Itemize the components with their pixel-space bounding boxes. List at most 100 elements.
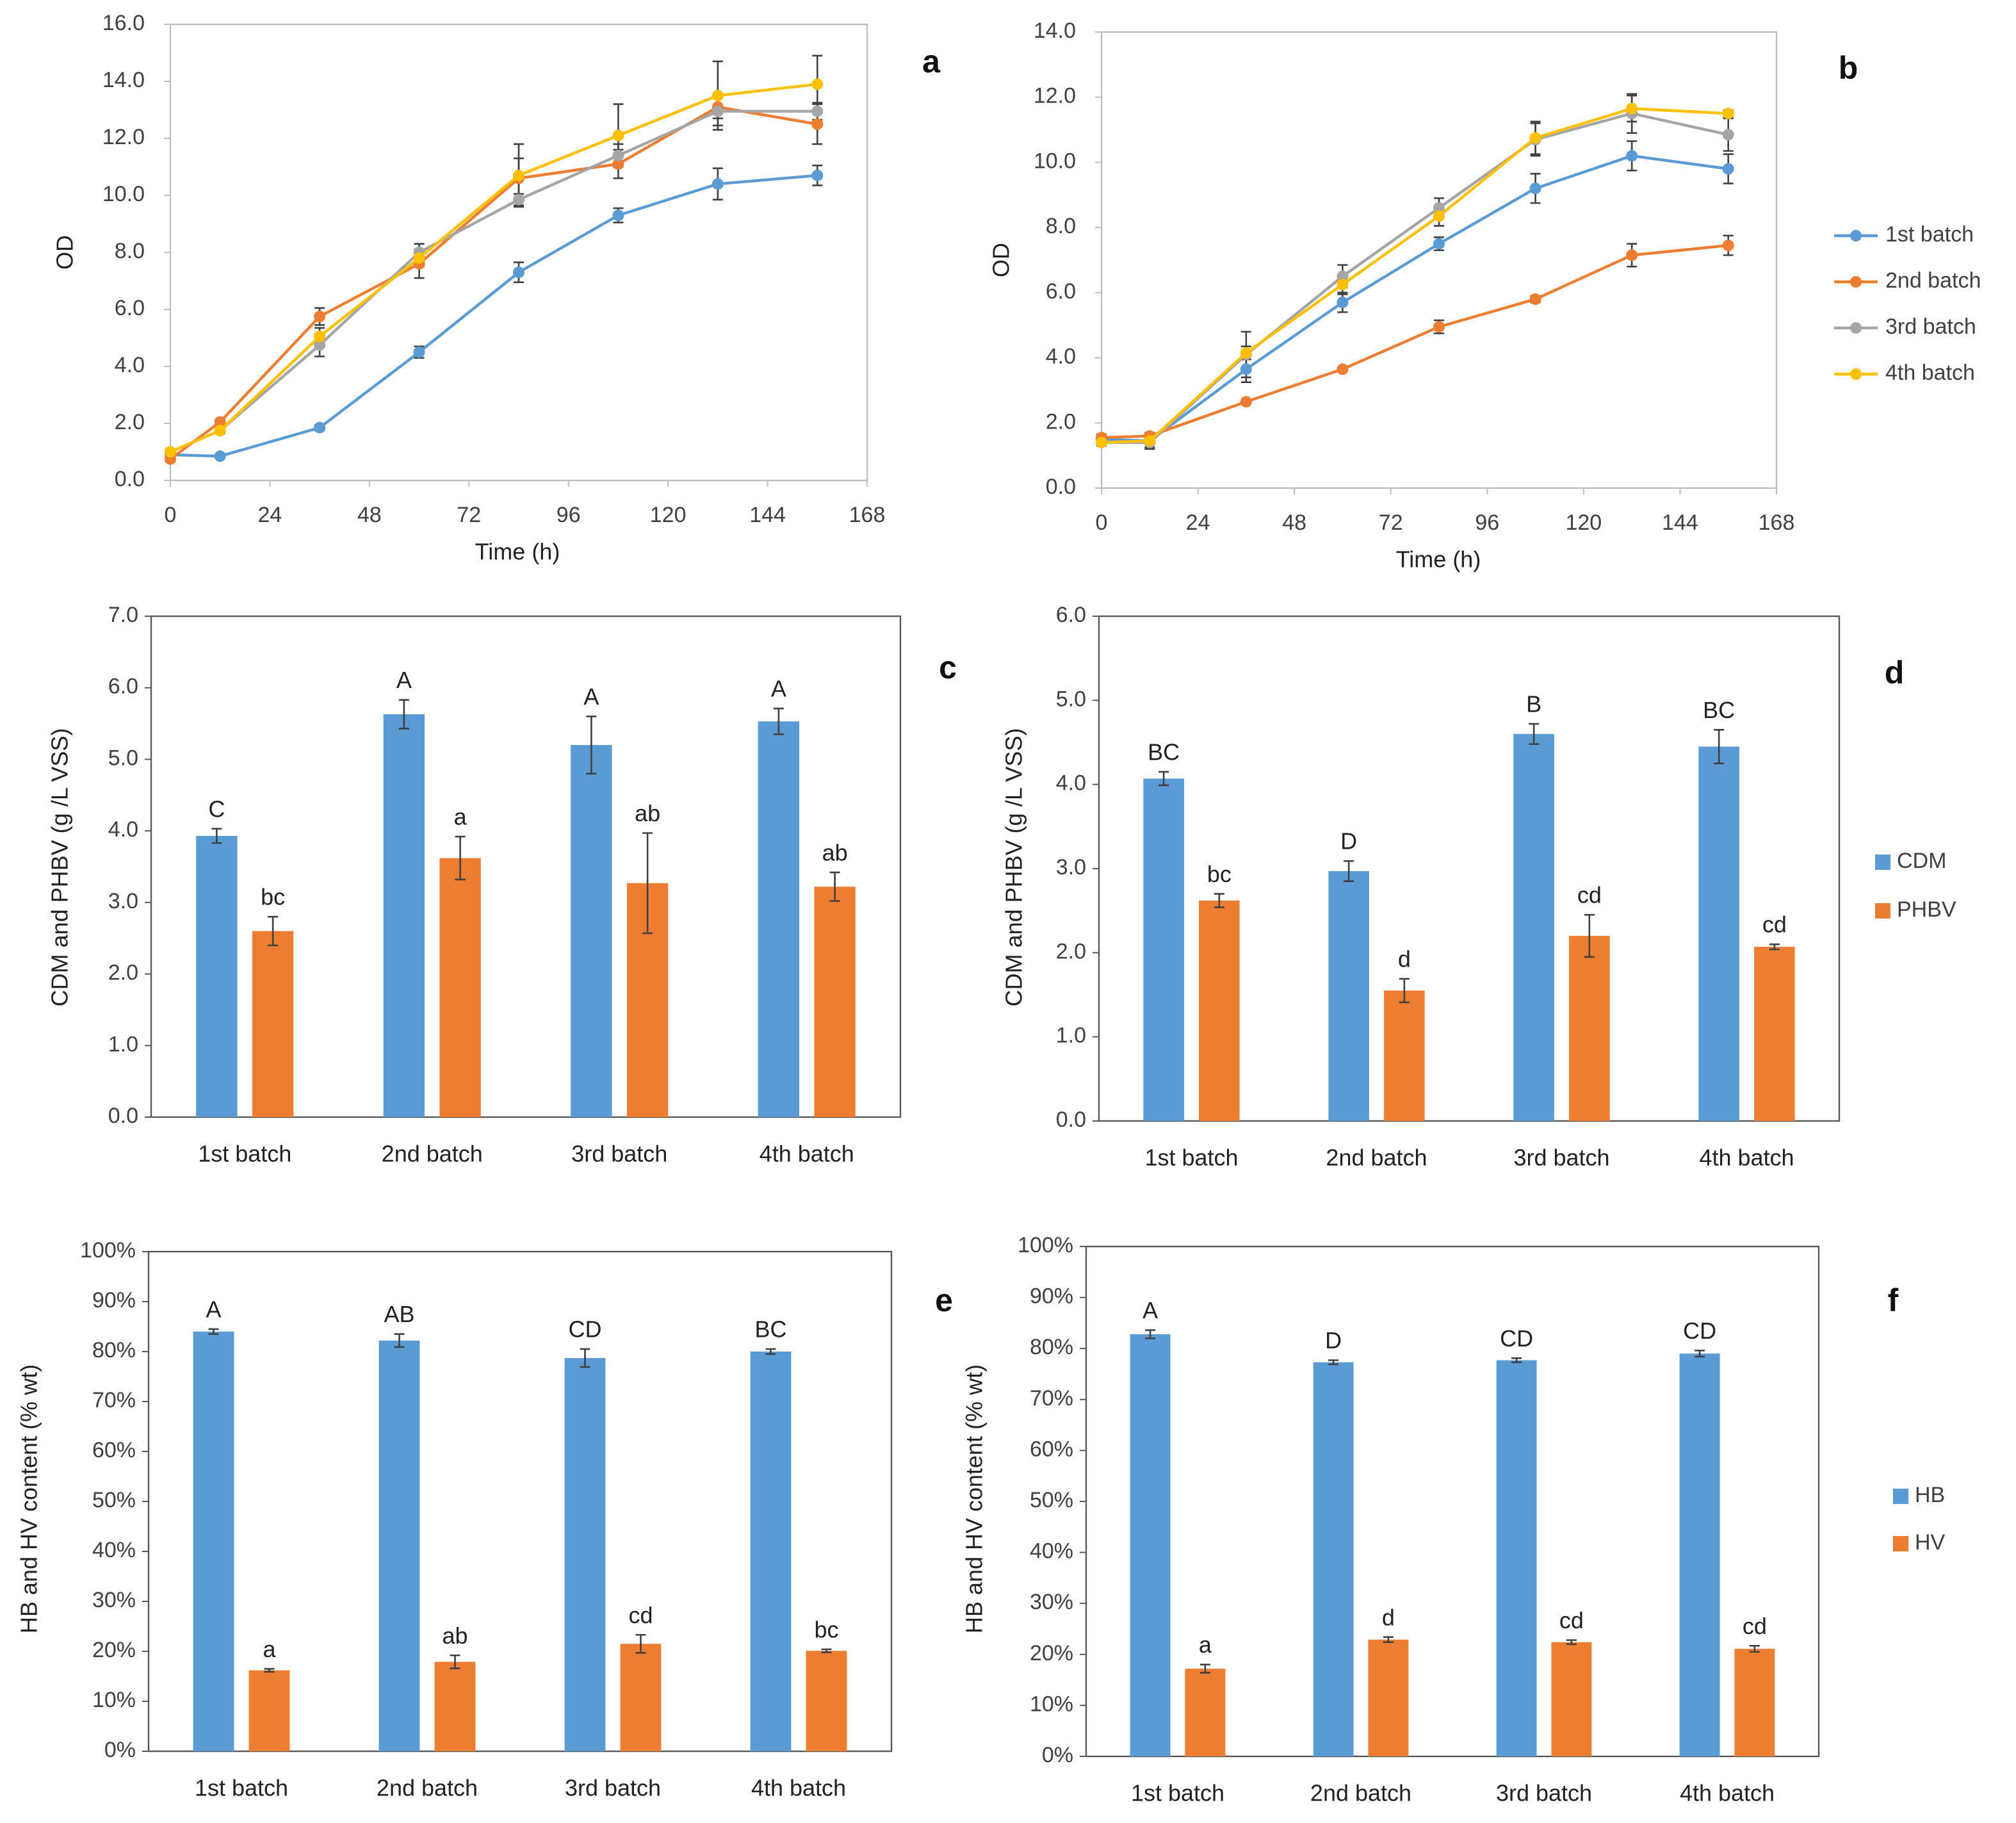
error-bar	[1344, 860, 1354, 882]
significance-letter: A	[771, 676, 786, 702]
significance-letter: bc	[261, 884, 285, 910]
y-axis-title: OD	[52, 235, 78, 270]
significance-letter: A	[583, 683, 599, 710]
significance-letter: D	[1340, 828, 1357, 854]
point	[612, 158, 624, 170]
legend-label: CDM	[1897, 849, 1946, 873]
y-tick-label: 70%	[92, 1388, 136, 1412]
x-tick-label: 4th batch	[1680, 1780, 1775, 1806]
bar	[193, 1331, 234, 1751]
x-tick-label: 3rd batch	[1513, 1145, 1609, 1171]
significance-letter: bc	[814, 1616, 838, 1642]
legend-label: 2nd batch	[1885, 268, 1981, 293]
error-bar	[1566, 1639, 1577, 1646]
point	[1433, 238, 1445, 250]
bar	[1569, 936, 1610, 1121]
x-tick-label: 2nd batch	[377, 1775, 478, 1801]
error-bar	[1749, 1644, 1760, 1653]
y-tick-label: 0.0	[108, 1104, 138, 1128]
x-tick-label: 120	[1565, 511, 1602, 535]
series-line	[1101, 107, 1728, 444]
point	[314, 339, 326, 351]
legend-marker	[1850, 322, 1862, 334]
y-tick-label: 8.0	[1046, 214, 1076, 238]
legend-marker	[1850, 368, 1862, 380]
x-tick-label: 48	[1282, 511, 1306, 535]
y-tick-label: 90%	[92, 1288, 136, 1312]
error-bar	[450, 1654, 460, 1669]
x-tick-label: 0	[165, 503, 177, 527]
error-bar	[1714, 729, 1725, 765]
bar	[439, 858, 481, 1117]
x-tick-label: 1st batch	[1144, 1145, 1238, 1171]
error-bar	[765, 1348, 776, 1355]
significance-letter: A	[206, 1296, 221, 1322]
point	[1529, 293, 1541, 306]
significance-letter: cd	[1577, 882, 1602, 908]
x-tick-label: 1st batch	[195, 1775, 288, 1801]
y-tick-label: 3.0	[1056, 855, 1086, 879]
bar	[571, 745, 612, 1117]
point	[1529, 183, 1541, 195]
y-tick-label: 30%	[1030, 1590, 1073, 1614]
y-tick-label: 2.0	[1056, 939, 1086, 963]
y-tick-label: 3.0	[108, 889, 138, 913]
bar	[1143, 778, 1184, 1121]
point	[711, 90, 724, 102]
y-tick-label: 10.0	[102, 182, 145, 206]
point	[513, 169, 524, 181]
x-tick-label: 4th batch	[751, 1775, 846, 1801]
error-bar	[1145, 1329, 1156, 1339]
bar	[196, 835, 238, 1117]
legend-label: 1st batch	[1885, 222, 1974, 247]
significance-letter: CD	[1500, 1325, 1533, 1352]
x-tick-label: 2nd batch	[1310, 1780, 1411, 1806]
bar	[1734, 1649, 1775, 1756]
bar	[1199, 900, 1240, 1121]
bar	[1328, 871, 1369, 1121]
x-tick-label: 144	[1662, 511, 1698, 535]
bar	[1130, 1334, 1171, 1756]
x-tick-label: 1st batch	[198, 1141, 291, 1167]
panel: a OD 0.0 2.0 4.0 6.0 8.0 10.0 12.0 14.0 16.0 Time (…	[52, 11, 941, 565]
legend-label: PHBV	[1897, 897, 1956, 922]
point	[711, 105, 724, 117]
y-tick-label: 5.0	[108, 746, 138, 770]
x-tick-label: 2nd batch	[382, 1141, 483, 1167]
y-tick-label: 20%	[1030, 1641, 1073, 1665]
point	[711, 178, 724, 190]
significance-letter: cd	[1743, 1613, 1767, 1639]
point	[1337, 279, 1349, 291]
x-tick-label: 72	[457, 503, 481, 527]
x-tick-label: 168	[1759, 511, 1795, 535]
y-axis-title: CDM and PHBV (g /L VSS)	[47, 728, 73, 1007]
plot-frame	[1100, 31, 1778, 489]
point	[165, 446, 176, 458]
point	[1626, 249, 1638, 261]
error-bar	[642, 832, 653, 935]
bar	[814, 887, 856, 1117]
point	[1433, 210, 1445, 222]
panel-label: c	[939, 650, 957, 685]
legend-swatch	[1875, 903, 1890, 919]
point	[1722, 108, 1734, 120]
x-axis-title: Time (h)	[475, 539, 560, 565]
significance-letter: BC	[1148, 739, 1180, 765]
point	[1722, 129, 1734, 141]
y-tick-label: 12.0	[1034, 84, 1076, 108]
x-tick-label: 168	[849, 503, 886, 527]
error-bar	[1158, 771, 1169, 787]
panel-label: b	[1839, 50, 1858, 86]
series-line	[169, 105, 818, 461]
point	[612, 129, 624, 142]
y-tick-label: 6.0	[115, 296, 145, 320]
error-bar	[208, 1328, 219, 1335]
significance-letter: B	[1526, 691, 1541, 717]
y-tick-label: 20%	[92, 1638, 136, 1662]
error-bar	[394, 1333, 405, 1348]
x-tick-label: 4th batch	[760, 1141, 854, 1167]
legend-label: HV	[1915, 1530, 1946, 1555]
plot-frame	[150, 615, 902, 1118]
y-tick-label: 0.0	[1056, 1108, 1086, 1132]
